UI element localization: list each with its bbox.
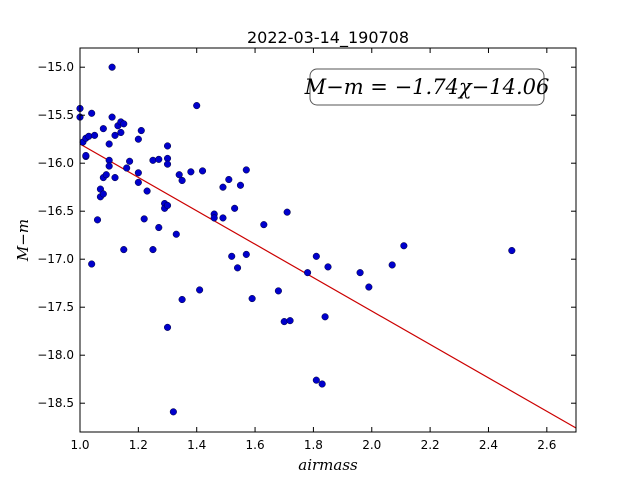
data-point <box>178 176 186 185</box>
data-point <box>219 183 227 191</box>
y-tick-label: −15.0 <box>37 60 74 74</box>
y-axis-label: M−m <box>14 219 32 262</box>
data-point <box>356 269 364 277</box>
x-tick-label: 2.6 <box>537 438 556 452</box>
data-point <box>91 131 99 139</box>
data-point <box>318 380 326 388</box>
data-point <box>304 269 312 277</box>
y-tick-label: −17.0 <box>37 252 74 266</box>
data-point <box>286 317 294 325</box>
data-point <box>400 242 408 250</box>
data-point <box>108 113 116 121</box>
data-point <box>108 63 116 71</box>
data-point <box>149 156 157 164</box>
data-point <box>155 223 163 232</box>
equation-text: M−m = −1.74χ−14.06 <box>304 75 550 99</box>
plot-frame <box>79 47 577 433</box>
data-point <box>210 214 218 222</box>
data-point <box>219 214 227 222</box>
data-point <box>134 178 142 186</box>
y-tick-label: −18.5 <box>37 396 74 410</box>
data-point <box>105 140 113 148</box>
x-tick-label: 1.4 <box>187 438 206 452</box>
data-point <box>198 167 207 175</box>
axis-ticks-layer: 1.0 1.2 1.4 1.6 1.8 2.0 2.2 2.4 2.6 −15.0 −15.5 −16… <box>37 48 576 452</box>
data-point <box>236 181 245 189</box>
equation-box <box>309 68 545 106</box>
x-tick-label: 1.2 <box>129 438 148 452</box>
data-point <box>85 132 93 140</box>
data-point <box>102 171 110 179</box>
data-point <box>196 286 204 294</box>
data-point <box>163 323 172 331</box>
data-point <box>175 171 183 179</box>
data-point <box>143 187 151 195</box>
data-point <box>178 295 186 304</box>
data-point <box>274 287 282 295</box>
data-point <box>231 204 239 212</box>
chart-title: 2022-03-14_190708 <box>247 28 409 48</box>
data-point <box>172 230 180 238</box>
data-point <box>126 157 134 165</box>
data-point <box>111 131 119 139</box>
data-point <box>99 190 107 198</box>
y-tick-label: −16.0 <box>37 156 74 170</box>
data-point <box>242 166 250 174</box>
data-point <box>163 142 172 150</box>
data-point <box>228 252 236 260</box>
data-point <box>388 261 396 269</box>
data-point <box>187 168 195 176</box>
y-tick-label: −18.0 <box>37 348 74 362</box>
fit-line-layer <box>79 143 577 429</box>
data-point <box>225 175 233 184</box>
data-point <box>508 247 516 255</box>
data-point <box>312 376 320 384</box>
data-point <box>234 264 242 272</box>
data-point <box>324 263 332 271</box>
data-point <box>312 252 320 260</box>
data-point <box>117 128 125 137</box>
x-tick-label: 1.0 <box>70 438 89 452</box>
data-point <box>82 151 90 160</box>
data-point <box>140 215 148 223</box>
data-point <box>260 221 268 229</box>
data-point <box>193 102 201 110</box>
x-tick-label: 2.2 <box>421 438 440 452</box>
data-point <box>105 162 113 170</box>
y-tick-label: −15.5 <box>37 108 74 122</box>
data-point <box>242 250 250 258</box>
data-point <box>123 164 131 172</box>
data-point <box>120 246 128 254</box>
data-point <box>155 155 163 163</box>
x-axis-label: airmass <box>298 456 358 474</box>
data-point <box>111 174 119 182</box>
data-point <box>134 135 142 143</box>
x-tick-label: 2.4 <box>479 438 498 452</box>
data-point <box>149 246 157 254</box>
data-point <box>93 216 102 224</box>
y-tick-label: −16.5 <box>37 204 74 218</box>
data-point <box>169 408 177 416</box>
y-tick-label: −17.5 <box>37 300 74 314</box>
data-point <box>88 109 96 117</box>
x-tick-label: 1.8 <box>304 438 323 452</box>
data-point <box>321 313 329 321</box>
data-point <box>163 160 172 168</box>
equation-annotation: M−m = −1.74χ−14.06 <box>304 68 550 106</box>
x-tick-label: 1.6 <box>246 438 265 452</box>
fit-line <box>79 143 577 429</box>
data-point <box>283 208 291 216</box>
data-point <box>120 120 128 128</box>
data-points-layer <box>76 63 516 416</box>
data-point <box>137 127 145 135</box>
data-point <box>365 283 373 291</box>
data-point <box>280 318 288 326</box>
x-tick-label: 2.0 <box>362 438 381 452</box>
data-point <box>88 260 96 268</box>
data-point <box>134 169 142 177</box>
data-point <box>248 295 256 303</box>
data-point <box>163 201 172 209</box>
data-point <box>99 125 107 133</box>
